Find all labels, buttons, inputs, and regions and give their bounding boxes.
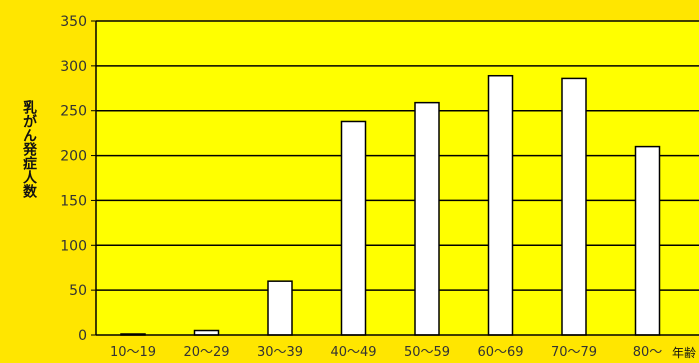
x-axis-label: 年齢 (672, 346, 697, 360)
y-tick-label: 300 (60, 59, 87, 75)
grid-layer (96, 20, 699, 291)
plot-area (96, 21, 699, 335)
y-axis-label: 乳がん発症人数 (21, 100, 37, 198)
y-tick-label: 50 (69, 283, 87, 299)
y-tick-label: 0 (78, 328, 87, 344)
y-tick-label: 150 (60, 193, 87, 209)
x-tick-label: 50～59 (404, 345, 450, 360)
y-tick-label: 200 (60, 149, 87, 165)
y-axis-ticks: 0 50 100 150 200 250 300 350 (60, 14, 96, 344)
x-tick-label: 80～ (633, 345, 663, 360)
x-tick-label: 10～19 (110, 345, 156, 360)
bar (634, 145, 661, 336)
x-tick-label: 30～39 (257, 345, 303, 360)
x-tick-label: 60～69 (477, 345, 523, 360)
bar (340, 120, 367, 336)
x-tick-label: 40～49 (330, 345, 376, 360)
bar (267, 280, 293, 336)
bar (561, 77, 587, 336)
bars (120, 74, 661, 336)
bar (487, 74, 514, 336)
y-tick-label: 250 (60, 104, 87, 120)
bar (414, 101, 440, 336)
y-tick-label: 350 (60, 14, 87, 30)
y-tick-label: 100 (60, 238, 87, 254)
x-tick-label: 70～79 (551, 345, 597, 360)
x-tick-label: 20～29 (183, 345, 229, 360)
x-axis-ticks: 10～19 20～29 30～39 40～49 50～59 60～69 70～79 80～ (110, 345, 662, 360)
